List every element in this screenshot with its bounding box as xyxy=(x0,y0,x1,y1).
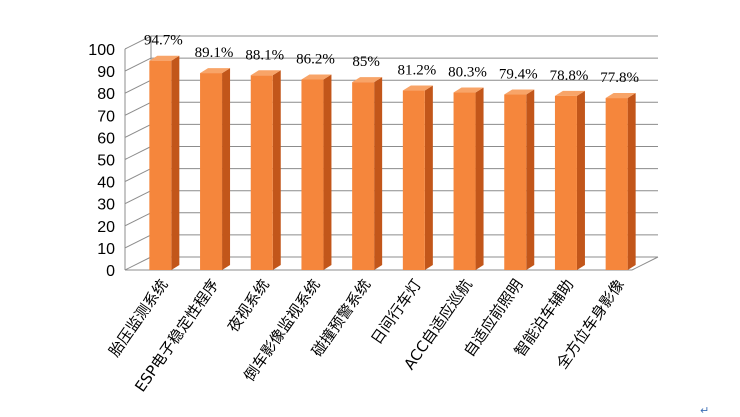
y-tick-label: 60 xyxy=(97,130,115,147)
bar-side-face xyxy=(475,87,484,270)
bar xyxy=(352,77,383,271)
bar xyxy=(504,89,535,270)
side-wall-line xyxy=(124,234,152,249)
bar-front-face xyxy=(149,60,172,271)
data-label: 78.8% xyxy=(550,68,589,84)
bar-side-face xyxy=(171,55,180,271)
y-tick-label: 50 xyxy=(97,153,115,170)
bar-front-face xyxy=(402,90,425,270)
bar-top-face xyxy=(453,87,484,93)
bar-side-face xyxy=(526,89,535,270)
bar xyxy=(402,85,433,270)
bar-front-face xyxy=(554,95,577,271)
data-label: 85% xyxy=(352,54,380,70)
bar-front-face xyxy=(453,92,476,270)
return-mark: ↵ xyxy=(700,404,709,417)
bar-top-face xyxy=(605,93,636,99)
bar-top-face xyxy=(504,89,535,95)
bar-side-face xyxy=(424,85,433,270)
floor-right-edge xyxy=(631,256,659,271)
y-tick-label: 80 xyxy=(97,86,115,103)
bar-front-face xyxy=(301,79,324,270)
category-label: 日间行车灯 xyxy=(367,276,425,348)
bar xyxy=(554,90,585,271)
side-wall-line xyxy=(124,168,152,183)
bar-side-face xyxy=(374,77,383,271)
bar xyxy=(453,87,484,270)
bar xyxy=(200,68,231,271)
bar-top-face xyxy=(554,90,585,96)
bar-side-face xyxy=(576,90,585,271)
category-label: 夜视系统 xyxy=(224,276,273,335)
side-wall-line xyxy=(124,190,152,205)
data-label: 79.4% xyxy=(499,67,538,83)
side-wall-line xyxy=(124,212,152,227)
bars xyxy=(149,55,636,271)
bar-top-face xyxy=(200,68,231,74)
y-tick-label: 100 xyxy=(88,42,115,59)
side-wall-line xyxy=(124,35,152,50)
side-wall-line xyxy=(124,79,152,94)
bar-side-face xyxy=(323,74,332,270)
bar xyxy=(301,74,332,270)
side-wall-line xyxy=(124,256,152,271)
bar-front-face xyxy=(200,73,223,271)
bar xyxy=(149,55,180,271)
bar-top-face xyxy=(402,85,433,91)
bar-side-face xyxy=(627,93,636,270)
data-label: 94.7% xyxy=(144,33,183,49)
bar-side-face xyxy=(272,70,281,270)
side-wall-line xyxy=(124,57,152,72)
bar-top-face xyxy=(301,74,332,80)
bar-top-face xyxy=(149,55,180,61)
data-label: 86.2% xyxy=(296,51,335,67)
data-label: 77.8% xyxy=(600,70,639,86)
y-tick-label: 10 xyxy=(97,241,115,258)
y-tick-label: 40 xyxy=(97,175,115,192)
y-tick-label: 0 xyxy=(106,263,115,280)
y-tick-label: 30 xyxy=(97,197,115,214)
bar xyxy=(250,70,281,270)
data-label: 89.1% xyxy=(195,45,234,61)
bar-front-face xyxy=(504,94,527,270)
bar-front-face xyxy=(250,75,273,270)
y-tick-label: 70 xyxy=(97,108,115,125)
y-tick-label: 20 xyxy=(97,219,115,236)
data-label: 81.2% xyxy=(397,63,436,79)
data-label: 80.3% xyxy=(448,65,487,81)
y-axis-ticks: 0 10 20 30 40 50 60 70 80 90 100 xyxy=(88,42,115,280)
bar-front-face xyxy=(605,98,628,270)
y-tick-label: 90 xyxy=(97,64,115,81)
bar-top-face xyxy=(250,70,281,76)
bar-side-face xyxy=(222,68,231,271)
side-wall-line xyxy=(124,146,152,160)
bar-top-face xyxy=(352,77,383,83)
side-wall-line xyxy=(124,101,152,116)
data-labels: 94.7% 89.1% 88.1% 86.2% 85% 81.2% 80.3% 79.4% 78… xyxy=(144,33,639,86)
data-label: 88.1% xyxy=(245,47,284,63)
bar-front-face xyxy=(352,82,375,271)
bar xyxy=(605,93,636,270)
side-wall-line xyxy=(124,123,152,138)
